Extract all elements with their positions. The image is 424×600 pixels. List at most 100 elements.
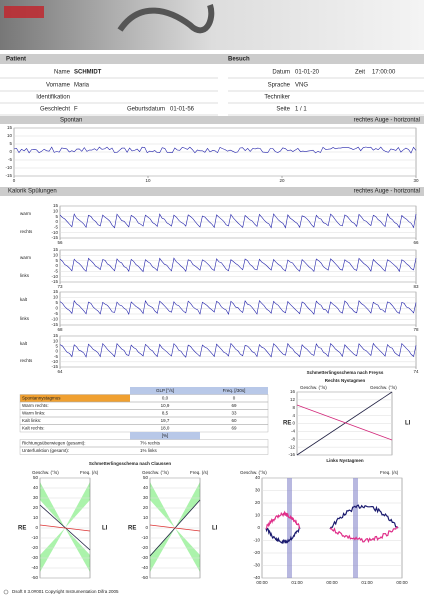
y-tick-label: 50 [143, 475, 149, 480]
highlight-cell [20, 394, 130, 402]
y-tick-label: 0 [55, 263, 58, 268]
y-tick-label: 4 [292, 413, 295, 418]
cell: 18,0 [161, 425, 170, 430]
column-header: GLP [°/s] [156, 388, 174, 393]
y-tick-label: -12 [288, 444, 295, 449]
trend-line [39, 524, 91, 532]
y-tick-label: -5 [54, 311, 58, 316]
y-tick-label: 5 [55, 300, 58, 305]
y-tick-label: 0 [257, 525, 260, 530]
x-tick-label: 74 [413, 369, 419, 374]
label: Freq. (/s) [80, 470, 99, 475]
x-tick-label: 01:00 [361, 580, 373, 585]
section-title: Besuch [228, 57, 250, 63]
y-tick-label: -10 [141, 535, 148, 540]
y-tick-label: -10 [51, 230, 58, 235]
label: Links Nystagmen [326, 458, 364, 463]
label: Seite [276, 107, 290, 113]
y-tick-label: 15 [53, 247, 59, 252]
logo [4, 6, 44, 18]
trend-line [296, 404, 393, 441]
y-tick-label: 40 [255, 475, 261, 480]
cell: 8,5 [162, 410, 169, 415]
stimulus-band [353, 478, 358, 578]
label: Geschlecht [40, 107, 70, 113]
caloric-bar [0, 187, 424, 196]
y-tick-label: -20 [31, 545, 38, 550]
x-tick-label: 00:00 [326, 580, 338, 585]
y-tick-label: -15 [51, 235, 58, 240]
trace [265, 525, 301, 544]
y-tick-label: 10 [53, 338, 59, 343]
header-illustration [117, 4, 215, 34]
label: Geschw. (°/s) [32, 470, 59, 475]
y-tick-label: -15 [5, 173, 12, 178]
y-tick-label: -40 [31, 565, 38, 570]
x-tick-label: 73 [57, 284, 63, 289]
y-tick-label: 40 [143, 485, 149, 490]
chart-title: Schmetterlingsschema nach Claussen [89, 461, 172, 466]
y-tick-label: -40 [141, 565, 148, 570]
row-label: Kalt rechts: [22, 425, 45, 430]
label: LI [102, 526, 108, 532]
y-tick-label: 0 [292, 421, 295, 426]
label: Maria [74, 83, 90, 89]
confidence-band [150, 528, 200, 572]
section-subtitle: rechtes Auge - horizontal [354, 118, 420, 124]
trace [13, 146, 417, 154]
label: [%] [162, 433, 169, 438]
label: Name [54, 70, 71, 76]
cell: 60 [231, 418, 237, 423]
y-tick-label: 5 [55, 258, 58, 263]
y-tick-label: 10 [53, 253, 59, 258]
y-tick-label: 10 [33, 515, 39, 520]
x-tick-label: 01:00 [291, 580, 303, 585]
trend-line [39, 504, 91, 551]
label: Geschw. (°/s) [300, 385, 327, 390]
y-tick-label: -50 [31, 575, 38, 580]
y-tick-label: 16 [290, 389, 296, 394]
x-tick-label: 78 [413, 327, 419, 332]
x-tick-label: 66 [413, 240, 419, 245]
label: 01-01-20 [295, 70, 320, 76]
label: SCHMIDT [74, 70, 102, 76]
y-tick-label: 5 [55, 344, 58, 349]
y-tick-label: -5 [54, 269, 58, 274]
y-tick-label: -30 [253, 563, 260, 568]
y-tick-label: 40 [33, 485, 39, 490]
label: LI [212, 526, 218, 532]
stimulus-band [287, 478, 292, 578]
cell: 33 [231, 410, 237, 415]
y-tick-label: -10 [51, 317, 58, 322]
y-tick-label: 20 [143, 505, 149, 510]
label: Vorname [46, 83, 71, 89]
section-subtitle: rechtes Auge - horizontal [354, 189, 420, 195]
y-tick-label: 10 [7, 133, 13, 138]
table-row [19, 446, 269, 455]
label: kalt [20, 341, 28, 346]
y-tick-label: -30 [31, 555, 38, 560]
y-tick-label: -20 [253, 550, 260, 555]
y-tick-label: 15 [53, 289, 59, 294]
x-tick-label: 68 [57, 327, 63, 332]
y-tick-label: 20 [255, 500, 261, 505]
y-tick-label: 0 [35, 525, 38, 530]
label: Techniker [264, 95, 290, 101]
y-tick-label: 15 [7, 125, 13, 130]
y-tick-label: -5 [54, 225, 58, 230]
table-header-cell [130, 432, 200, 440]
y-tick-label: -15 [51, 322, 58, 327]
y-tick-label: 15 [53, 203, 59, 208]
cell: 0 [233, 395, 236, 400]
y-tick-label: 5 [55, 214, 58, 219]
label: warm [20, 211, 31, 216]
section-title: Patient [6, 57, 26, 63]
y-tick-label: 0 [55, 219, 58, 224]
column-header: Freq. [/30s] [223, 388, 246, 393]
y-tick-label: -5 [8, 157, 12, 162]
trace [59, 299, 417, 316]
label: 7% rechts [140, 440, 161, 445]
x-tick-label: 10 [145, 178, 151, 183]
